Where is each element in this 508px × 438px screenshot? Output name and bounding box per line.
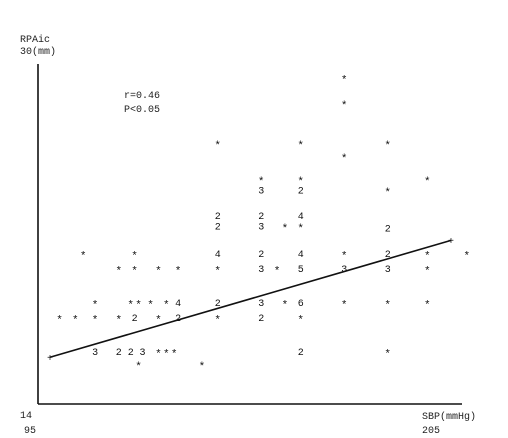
data-point: * (341, 153, 348, 165)
data-point: 3 (258, 299, 264, 310)
data-point: * (424, 251, 431, 263)
x-axis-title: SBP(mmHg) (422, 411, 476, 423)
x-axis-min-label: 95 (24, 426, 36, 437)
data-point: * (72, 315, 79, 327)
data-point: * (135, 300, 142, 312)
data-point: 4 (298, 250, 304, 261)
data-point: * (282, 300, 289, 312)
data-point: * (115, 266, 122, 278)
regression-endpoint-marker: + (448, 237, 454, 248)
data-point: 2 (128, 348, 134, 359)
data-point: * (424, 300, 431, 312)
data-point: * (135, 362, 142, 374)
data-point: * (384, 349, 391, 361)
regression-endpoint-marker: + (47, 354, 53, 365)
data-point: * (424, 177, 431, 189)
data-point: * (163, 349, 170, 361)
p-value-annotation: P<0.05 (124, 105, 160, 116)
data-point: 3 (258, 265, 264, 276)
data-point: * (175, 266, 182, 278)
data-point: 3 (258, 223, 264, 234)
data-point: * (155, 266, 162, 278)
data-point: * (282, 224, 289, 236)
data-point: 3 (341, 265, 347, 276)
data-point: 2 (258, 314, 264, 325)
data-point: 2 (385, 225, 391, 236)
data-point: * (384, 300, 391, 312)
data-point: * (424, 266, 431, 278)
data-point: * (214, 266, 221, 278)
data-point: * (341, 251, 348, 263)
regression-line (49, 239, 452, 359)
data-point: * (131, 266, 138, 278)
data-point: 3 (385, 265, 391, 276)
data-point: * (199, 362, 206, 374)
data-point: 5 (298, 265, 304, 276)
data-point: * (115, 315, 122, 327)
data-point: * (214, 315, 221, 327)
data-point: * (214, 141, 221, 153)
data-point: * (341, 300, 348, 312)
data-point: * (463, 251, 470, 263)
data-point: * (274, 266, 281, 278)
data-point: * (297, 141, 304, 153)
y-axis-title: RPAic (20, 34, 50, 46)
data-point: * (384, 141, 391, 153)
data-point: 2 (298, 186, 304, 197)
data-point: * (163, 300, 170, 312)
data-point: * (341, 100, 348, 112)
data-point: * (297, 224, 304, 236)
data-point: 3 (139, 348, 145, 359)
data-point: * (56, 315, 63, 327)
data-point: * (171, 349, 178, 361)
data-point: 2 (258, 212, 264, 223)
data-point: 6 (298, 299, 304, 310)
data-point: * (297, 177, 304, 189)
data-point: * (297, 315, 304, 327)
data-point: 3 (92, 348, 98, 359)
data-point: 2 (298, 348, 304, 359)
data-point: 2 (215, 212, 221, 223)
data-point: * (147, 300, 154, 312)
data-point: 2 (215, 223, 221, 234)
data-point: 2 (132, 314, 138, 325)
data-point: * (341, 75, 348, 87)
data-point: 2 (258, 250, 264, 261)
y-axis-unit: 30(mm) (20, 46, 56, 58)
data-point: * (258, 177, 265, 189)
data-point: * (92, 300, 99, 312)
data-point: 4 (298, 212, 304, 223)
data-point: * (92, 315, 99, 327)
data-point: * (384, 187, 391, 199)
data-point: * (155, 315, 162, 327)
data-point: 2 (116, 348, 122, 359)
data-point: * (80, 251, 87, 263)
y-axis-min-label: 14 (20, 411, 32, 422)
correlation-annotation: r=0.46 (124, 91, 160, 102)
data-point: * (131, 251, 138, 263)
data-point: * (127, 300, 134, 312)
data-point: 2 (215, 299, 221, 310)
data-point: 2 (175, 314, 181, 325)
data-point: 4 (175, 299, 181, 310)
data-point: 4 (215, 250, 221, 261)
x-axis-max-label: 205 (422, 426, 440, 437)
data-point: 2 (385, 250, 391, 261)
data-point: * (155, 349, 162, 361)
data-point: 3 (258, 186, 264, 197)
